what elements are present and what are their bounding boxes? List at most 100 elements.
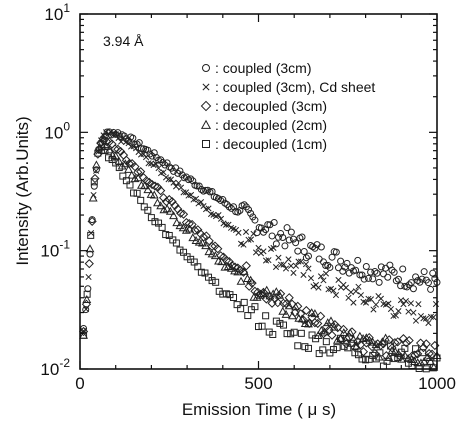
data-point (319, 258, 327, 266)
data-point (92, 166, 100, 174)
data-point (410, 309, 417, 316)
data-point (403, 283, 411, 291)
data-point (173, 204, 183, 214)
data-point (204, 186, 212, 194)
data-point (319, 346, 327, 354)
series-decoupled-2cm (79, 141, 442, 371)
data-point (315, 284, 322, 291)
data-point (172, 183, 180, 190)
data-point (304, 252, 312, 260)
data-point (170, 179, 177, 186)
data-point (354, 256, 362, 264)
data-point (273, 298, 283, 308)
data-point (222, 290, 230, 298)
data-point (338, 324, 349, 334)
legend-marker (200, 100, 212, 112)
data-point (284, 301, 294, 310)
data-point (144, 206, 152, 214)
data-point (125, 140, 132, 147)
data-point (377, 263, 385, 271)
data-point (419, 356, 429, 365)
data-point (329, 346, 337, 354)
data-point (367, 268, 375, 276)
data-point (274, 233, 282, 241)
data-point (152, 161, 160, 168)
data-point (130, 189, 138, 197)
data-point (404, 335, 414, 346)
data-point (364, 332, 374, 343)
legend-label: : decoupled (2cm) (215, 117, 327, 133)
data-point (404, 359, 412, 367)
data-point (235, 229, 242, 236)
data-point (165, 231, 173, 239)
data-point (101, 147, 109, 155)
data-point (101, 141, 111, 150)
data-point (198, 238, 207, 247)
legend-label: : coupled (3cm), Cd sheet (215, 79, 375, 95)
data-point (384, 273, 392, 281)
data-point (332, 292, 340, 299)
data-point (362, 299, 370, 306)
data-point (162, 204, 172, 213)
data-point (302, 261, 310, 268)
data-point (233, 267, 243, 276)
data-point (126, 181, 134, 189)
series-coupled-cd (80, 128, 439, 335)
data-point (176, 246, 184, 254)
data-point (270, 218, 278, 226)
data-point (163, 159, 171, 167)
data-point (167, 176, 175, 183)
data-point (323, 318, 333, 327)
data-point (277, 261, 285, 268)
data-point (349, 334, 358, 343)
data-point (207, 249, 217, 258)
data-point (137, 196, 145, 204)
data-point (412, 345, 420, 353)
data-point (112, 159, 120, 167)
data-point (365, 335, 374, 344)
data-point (422, 353, 432, 362)
legend-label: : coupled (3cm) (215, 60, 311, 76)
data-point (324, 261, 332, 269)
data-point (192, 195, 200, 202)
data-point (169, 211, 178, 220)
data-point (151, 218, 159, 226)
data-point (394, 354, 402, 362)
data-point (193, 225, 203, 235)
data-point (347, 289, 355, 296)
data-point (187, 219, 197, 230)
data-point (311, 244, 319, 252)
data-point (393, 349, 403, 358)
data-point (307, 275, 315, 282)
wavelength-annotation: 3.94 Å (103, 33, 144, 49)
data-point (289, 235, 297, 243)
data-point (345, 294, 352, 301)
data-point (180, 189, 187, 196)
data-point (236, 276, 246, 285)
data-point (397, 282, 405, 290)
data-point (301, 305, 311, 316)
data-point (279, 321, 287, 329)
data-point (315, 255, 323, 263)
data-point (362, 356, 370, 364)
data-point (339, 267, 347, 275)
data-point (279, 233, 287, 241)
data-point (430, 314, 437, 321)
data-point (115, 164, 123, 172)
data-point (371, 267, 379, 275)
data-point (155, 165, 162, 172)
legend-entry: : coupled (3cm), Cd sheet (202, 79, 375, 95)
data-point (355, 331, 365, 340)
data-point (202, 186, 210, 194)
data-point (272, 317, 280, 325)
data-point (234, 208, 242, 216)
data-point (220, 262, 230, 271)
axis-ticks: 0 500 1000 10-2 10-1 100 101 (40, 1, 456, 393)
data-point (180, 248, 188, 256)
data-point (352, 266, 360, 274)
data-point (387, 342, 395, 350)
data-point (368, 337, 378, 346)
data-point (342, 284, 350, 291)
data-point (394, 275, 402, 283)
data-point (357, 292, 365, 299)
